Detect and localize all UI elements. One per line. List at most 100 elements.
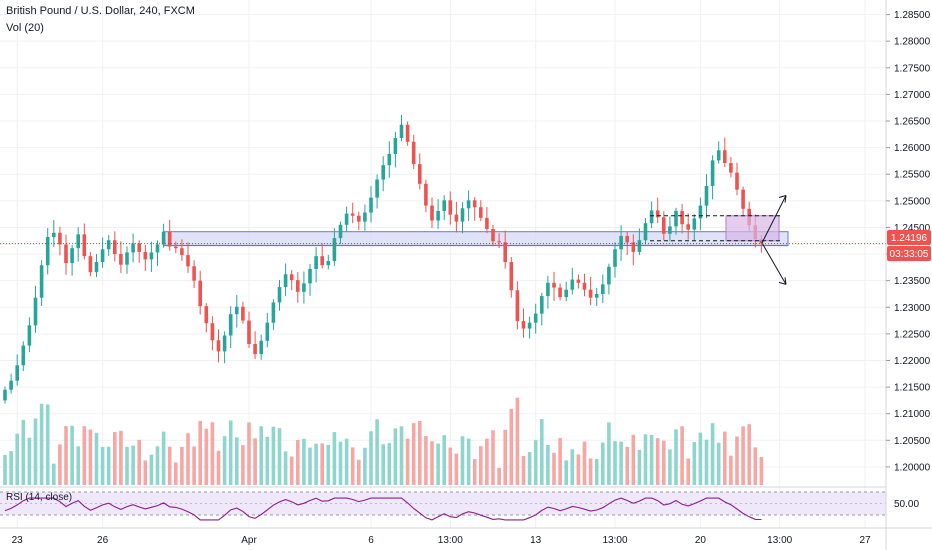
volume-bar bbox=[619, 441, 623, 485]
candle-body bbox=[393, 138, 398, 155]
price-tick-label: 1.26000 bbox=[894, 143, 931, 154]
candle-body bbox=[58, 232, 62, 245]
volume-bar bbox=[643, 434, 648, 485]
volume-bar bbox=[564, 460, 568, 485]
candle-body bbox=[326, 260, 331, 266]
candle-body bbox=[424, 183, 428, 206]
candle-body bbox=[582, 282, 587, 290]
candle-body bbox=[381, 165, 385, 180]
candle-body bbox=[418, 164, 422, 184]
volume-bar bbox=[729, 455, 733, 485]
time-tick-label: 23 bbox=[12, 535, 24, 546]
candle-body bbox=[277, 287, 282, 303]
volume-bar bbox=[125, 446, 129, 485]
candle-body bbox=[253, 343, 257, 355]
price-tick-label: 1.21500 bbox=[894, 383, 931, 394]
volume-bar bbox=[491, 430, 495, 485]
volume-bar bbox=[143, 460, 148, 485]
candle-body bbox=[94, 262, 99, 273]
volume-bar bbox=[33, 418, 38, 485]
volume-bar bbox=[424, 436, 428, 485]
volume-bar bbox=[546, 445, 550, 485]
price-axis[interactable]: 1.28500 1.28000 1.27500 1.27000 1.26500 1.260… bbox=[885, 0, 931, 550]
volume-bar bbox=[668, 449, 672, 485]
volume-bar bbox=[3, 455, 7, 485]
candle-body bbox=[27, 325, 32, 346]
candle-body bbox=[668, 226, 672, 234]
rsi-indicator-label[interactable]: RSI (14, close) bbox=[6, 492, 73, 503]
candle-body bbox=[15, 365, 19, 381]
volume-bar bbox=[613, 441, 617, 485]
symbol-title[interactable]: British Pound / U.S. Dollar, 240, FXCM bbox=[6, 5, 195, 17]
volume-bar bbox=[228, 420, 233, 485]
volume-bar bbox=[76, 446, 80, 485]
volume-bar bbox=[271, 426, 276, 485]
candle-body bbox=[649, 210, 654, 224]
projection-drawings[interactable] bbox=[650, 195, 787, 285]
price-tick-label: 1.21000 bbox=[894, 409, 931, 420]
volume-bars bbox=[3, 397, 764, 485]
price-tick-label: 1.25000 bbox=[894, 196, 931, 207]
volume-bar bbox=[594, 459, 599, 485]
candle-body bbox=[601, 284, 605, 294]
candle-body bbox=[576, 279, 581, 283]
candle-body bbox=[631, 242, 636, 252]
candle-body bbox=[466, 200, 471, 209]
volume-bar bbox=[747, 424, 751, 485]
volume-bar bbox=[253, 438, 257, 485]
volume-bar bbox=[174, 462, 178, 485]
volume-bar bbox=[283, 451, 288, 485]
volume-bar bbox=[503, 429, 507, 485]
candle-body bbox=[64, 244, 68, 264]
candle-body bbox=[113, 240, 117, 255]
candle-body bbox=[320, 256, 324, 266]
volume-bar bbox=[113, 432, 117, 485]
time-tick-label: Apr bbox=[241, 535, 257, 546]
price-tick-label: 1.24500 bbox=[894, 223, 931, 234]
candle-body bbox=[119, 254, 123, 265]
candle-body bbox=[619, 235, 623, 250]
candle-body bbox=[216, 340, 221, 352]
candle-body bbox=[759, 239, 764, 244]
candle-body bbox=[143, 251, 148, 260]
volume-indicator-label[interactable]: Vol (20) bbox=[6, 22, 44, 34]
volume-bar bbox=[100, 447, 105, 485]
candle-body bbox=[662, 217, 666, 234]
price-tick-label: 1.22000 bbox=[894, 356, 931, 367]
volume-bar bbox=[277, 428, 282, 485]
candle-body bbox=[674, 210, 678, 227]
volume-bar bbox=[106, 446, 111, 485]
candle-body bbox=[503, 242, 507, 263]
candle-body bbox=[9, 380, 13, 390]
candle-body bbox=[643, 223, 648, 241]
rsi-band bbox=[0, 492, 886, 515]
candle-body bbox=[228, 314, 233, 336]
candle-body bbox=[387, 154, 392, 166]
price-tick-label: 1.22500 bbox=[894, 329, 931, 340]
candle-body bbox=[680, 210, 684, 225]
candle-body bbox=[533, 313, 538, 323]
price-tick-label: 1.23500 bbox=[894, 276, 931, 287]
volume-bar bbox=[82, 426, 87, 485]
volume-bar bbox=[137, 439, 141, 485]
volume-bar bbox=[479, 446, 483, 485]
candle-body bbox=[82, 234, 87, 257]
last-price-value: 1.24196 bbox=[891, 233, 928, 244]
candle-body bbox=[247, 320, 251, 344]
candle-body bbox=[558, 287, 562, 298]
volume-bar bbox=[210, 422, 215, 485]
volume-bar bbox=[39, 403, 44, 485]
price-tick-label: 1.20500 bbox=[894, 436, 931, 447]
volume-bar bbox=[216, 450, 221, 485]
volume-bar bbox=[625, 446, 629, 485]
candle-body bbox=[692, 218, 697, 230]
candle-body bbox=[454, 214, 459, 222]
volume-bar bbox=[314, 443, 318, 485]
price-tick-label: 1.20000 bbox=[894, 462, 931, 473]
down-arrow-line bbox=[761, 242, 787, 285]
volume-bar bbox=[759, 457, 764, 485]
candle-body bbox=[363, 212, 367, 222]
volume-bar bbox=[265, 436, 270, 485]
